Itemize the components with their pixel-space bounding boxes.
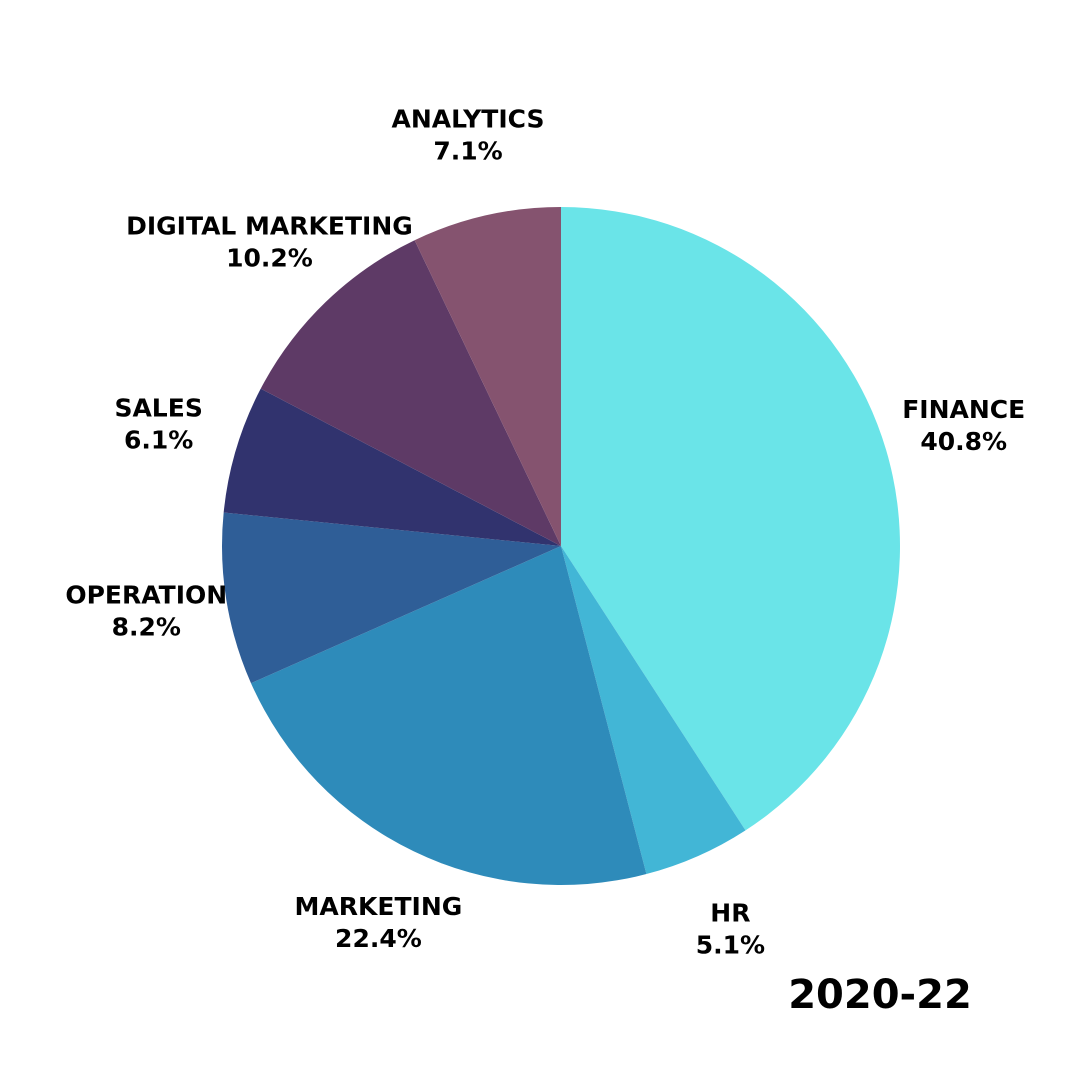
slice-label: OPERATION 8.2% (65, 580, 227, 641)
category-label: OPERATION (65, 580, 227, 609)
value-label: 40.8% (920, 427, 1007, 456)
value-label: 7.1% (433, 136, 502, 165)
category-label: HR (710, 898, 750, 927)
pie-slice (414, 207, 561, 546)
category-label: FINANCE (902, 395, 1025, 424)
pie-slice (561, 546, 746, 875)
value-label: 5.1% (696, 930, 765, 959)
slice-label: MARKETING 22.4% (295, 892, 463, 953)
pie-slice (221, 512, 561, 684)
category-label: SALES (114, 394, 202, 423)
pie-slice (251, 546, 647, 885)
value-label: 6.1% (124, 426, 193, 455)
value-label: 22.4% (335, 924, 422, 953)
value-label: 10.2% (226, 244, 313, 273)
category-label: DIGITAL MARKETING (126, 212, 413, 241)
value-label: 8.2% (112, 612, 181, 641)
slice-label: HR 5.1% (696, 898, 765, 959)
slice-label: FINANCE 40.8% (902, 395, 1025, 456)
pie-slice (260, 240, 561, 546)
pie-slice (561, 207, 900, 831)
category-label: ANALYTICS (392, 104, 545, 133)
slice-label: ANALYTICS 7.1% (392, 104, 545, 165)
category-label: MARKETING (295, 892, 463, 921)
slice-label: DIGITAL MARKETING 10.2% (126, 212, 413, 273)
slice-label: SALES 6.1% (114, 394, 202, 455)
chart-title: 2020-22 (788, 972, 972, 1018)
pie-slice (223, 388, 561, 546)
